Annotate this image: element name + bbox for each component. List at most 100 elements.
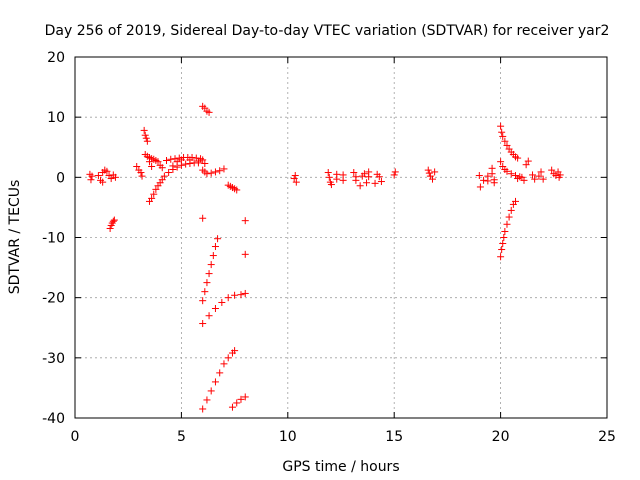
data-point — [137, 169, 145, 177]
data-point — [167, 155, 175, 163]
data-point — [511, 197, 519, 205]
data-point — [424, 166, 432, 174]
data-point — [233, 186, 241, 194]
data-point — [216, 369, 224, 377]
data-point — [94, 172, 102, 180]
data-point — [498, 246, 506, 254]
data-point — [205, 108, 213, 116]
data-points — [86, 102, 564, 413]
data-point — [220, 360, 228, 368]
data-point — [529, 171, 537, 179]
data-point — [324, 169, 332, 177]
data-point — [535, 172, 543, 180]
data-point — [141, 131, 149, 139]
data-point — [231, 347, 239, 355]
y-tick-label: 0 — [56, 170, 65, 186]
data-point — [363, 179, 371, 187]
data-point — [233, 399, 241, 407]
data-point — [199, 297, 207, 305]
data-point — [499, 240, 507, 248]
data-point — [237, 395, 245, 403]
data-point — [290, 175, 298, 183]
data-point — [241, 217, 249, 225]
data-point — [505, 213, 513, 221]
data-point — [228, 403, 236, 411]
data-point — [138, 172, 146, 180]
data-point — [522, 161, 530, 169]
data-point — [325, 173, 333, 181]
x-tick-label: 0 — [71, 429, 80, 445]
data-point — [503, 167, 511, 175]
data-point — [501, 227, 509, 235]
data-point — [107, 175, 115, 183]
data-point — [391, 168, 399, 176]
data-point — [158, 176, 166, 184]
data-point — [360, 170, 368, 178]
data-point — [377, 178, 385, 186]
data-point — [152, 185, 160, 193]
data-point — [148, 163, 156, 171]
data-point — [203, 170, 211, 178]
y-tick-label: 10 — [47, 110, 65, 126]
y-tick-label: -20 — [42, 291, 65, 307]
data-point — [143, 137, 151, 145]
data-point — [531, 175, 539, 183]
data-point — [216, 167, 224, 175]
axis-ticks: 0 5 10 15 20 25 -40 -30 -20 -10 0 10 20 — [42, 50, 616, 445]
x-axis-label: GPS time / hours — [282, 459, 399, 475]
data-point — [140, 126, 148, 134]
data-point — [205, 312, 213, 320]
data-point — [241, 393, 249, 401]
data-point — [500, 234, 508, 241]
data-point — [514, 154, 522, 162]
data-point — [201, 288, 209, 296]
data-point — [165, 169, 173, 177]
data-point — [241, 289, 249, 297]
y-axis-label: SDTVAR / TECUs — [7, 180, 23, 295]
data-point — [365, 168, 373, 176]
x-tick-label: 25 — [598, 429, 616, 445]
data-point — [476, 183, 484, 191]
data-point — [520, 176, 528, 184]
data-point — [211, 243, 219, 251]
data-point — [99, 178, 107, 186]
x-tick-label: 15 — [385, 429, 403, 445]
data-point — [88, 172, 96, 180]
data-point — [110, 216, 118, 224]
data-point — [220, 165, 228, 173]
data-point — [211, 168, 219, 176]
data-point — [507, 170, 515, 178]
data-point — [241, 250, 249, 258]
data-point — [497, 158, 505, 166]
x-tick-label: 10 — [279, 429, 297, 445]
y-tick-label: 20 — [47, 50, 65, 66]
x-tick-label: 5 — [177, 429, 186, 445]
data-point — [548, 166, 556, 174]
data-point — [488, 170, 496, 178]
data-point — [333, 175, 341, 183]
data-point — [503, 220, 511, 228]
data-point — [103, 167, 111, 175]
data-point — [431, 168, 439, 176]
data-point — [501, 137, 509, 145]
data-point — [207, 169, 215, 177]
data-point — [231, 291, 239, 299]
data-point — [552, 172, 560, 180]
data-point — [480, 176, 488, 184]
data-point — [194, 157, 202, 165]
data-point — [339, 176, 347, 184]
x-tick-label: 20 — [492, 429, 510, 445]
data-point — [352, 176, 360, 184]
data-point — [556, 171, 564, 179]
data-point — [350, 169, 358, 177]
data-point — [111, 173, 119, 181]
data-point — [154, 158, 162, 166]
data-point — [182, 160, 190, 168]
data-point — [214, 235, 222, 243]
data-point — [429, 175, 437, 183]
data-point — [199, 405, 207, 413]
data-point — [163, 156, 171, 164]
data-point — [497, 253, 505, 261]
data-point — [133, 163, 141, 171]
